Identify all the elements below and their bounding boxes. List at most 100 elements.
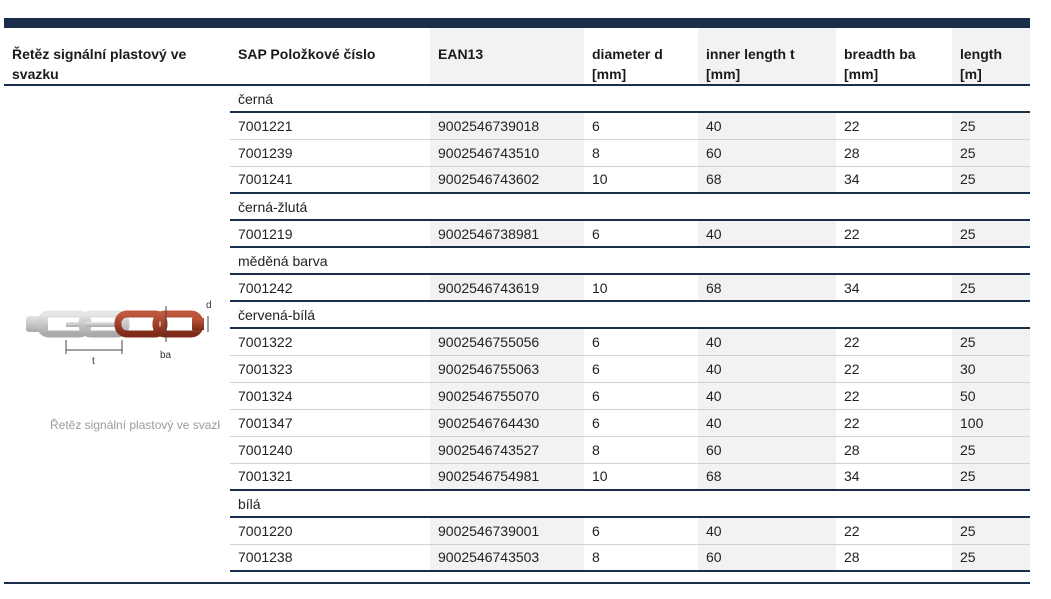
cell-inner-length: 60 bbox=[698, 139, 836, 167]
cell-sap: 7001221 bbox=[230, 112, 430, 140]
product-image-cell: t ba d Řetěz signální plastový ve svazku bbox=[4, 85, 230, 571]
table-header-row: Řetěz signální plastový ve svazku SAP Po… bbox=[4, 28, 1030, 85]
group-label: černá-žlutá bbox=[230, 193, 1030, 221]
cell-length: 25 bbox=[952, 517, 1030, 545]
cell-ean: 9002546739018 bbox=[430, 112, 584, 140]
cell-length: 100 bbox=[952, 409, 1030, 437]
cell-breadth: 22 bbox=[836, 409, 952, 437]
group-label: červená-bílá bbox=[230, 301, 1030, 329]
header-breadth: breadth ba [mm] bbox=[844, 46, 916, 82]
group-header-row: černá-žlutá bbox=[4, 193, 1030, 221]
product-table: Řetěz signální plastový ve svazku SAP Po… bbox=[4, 28, 1030, 572]
header-product: Řetěz signální plastový ve svazku bbox=[12, 46, 187, 82]
cell-inner-length: 40 bbox=[698, 112, 836, 140]
cell-breadth: 22 bbox=[836, 517, 952, 545]
bottom-rule bbox=[4, 582, 1030, 584]
cell-diameter: 8 bbox=[584, 544, 698, 572]
top-accent-bar bbox=[4, 18, 1030, 28]
cell-ean: 9002546754981 bbox=[430, 463, 584, 491]
table-row: 7001220 9002546739001 6 40 22 25 bbox=[4, 517, 1030, 545]
cell-diameter: 6 bbox=[584, 409, 698, 437]
cell-sap: 7001323 bbox=[230, 355, 430, 383]
cell-inner-length: 60 bbox=[698, 544, 836, 572]
cell-diameter: 6 bbox=[584, 112, 698, 140]
header-ean: EAN13 bbox=[430, 28, 584, 85]
cell-breadth: 28 bbox=[836, 139, 952, 167]
table-row: 7001221 9002546739018 6 40 22 25 bbox=[4, 112, 1030, 140]
cell-sap: 7001240 bbox=[230, 436, 430, 464]
cell-inner-length: 40 bbox=[698, 220, 836, 248]
cell-diameter: 10 bbox=[584, 463, 698, 491]
cell-length: 25 bbox=[952, 328, 1030, 356]
cell-diameter: 10 bbox=[584, 166, 698, 194]
dimension-t-label: t bbox=[92, 356, 95, 367]
cell-length: 25 bbox=[952, 544, 1030, 572]
cell-breadth: 34 bbox=[836, 463, 952, 491]
cell-breadth: 28 bbox=[836, 544, 952, 572]
cell-ean: 9002546764430 bbox=[430, 409, 584, 437]
table-row: 7001240 9002546743527 8 60 28 25 bbox=[4, 436, 1030, 464]
cell-length: 25 bbox=[952, 220, 1030, 248]
cell-breadth: 34 bbox=[836, 166, 952, 194]
cell-ean: 9002546743602 bbox=[430, 166, 584, 194]
cell-ean: 9002546755063 bbox=[430, 355, 584, 383]
table-row: 7001322 9002546755056 6 40 22 25 bbox=[4, 328, 1030, 356]
table-row: 7001323 9002546755063 6 40 22 30 bbox=[4, 355, 1030, 383]
cell-breadth: 34 bbox=[836, 274, 952, 302]
table-body: t ba d Řetěz signální plastový ve svazku čer… bbox=[4, 85, 1030, 572]
dimension-d-label: d bbox=[206, 300, 212, 311]
cell-sap: 7001242 bbox=[230, 274, 430, 302]
cell-breadth: 22 bbox=[836, 355, 952, 383]
cell-diameter: 6 bbox=[584, 517, 698, 545]
cell-sap: 7001239 bbox=[230, 139, 430, 167]
cell-sap: 7001238 bbox=[230, 544, 430, 572]
cell-ean: 9002546755070 bbox=[430, 382, 584, 410]
header-length: length [m] bbox=[952, 28, 1030, 85]
cell-inner-length: 40 bbox=[698, 328, 836, 356]
table-row: 7001321 9002546754981 10 68 34 25 bbox=[4, 463, 1030, 491]
cell-length: 25 bbox=[952, 274, 1030, 302]
cell-inner-length: 40 bbox=[698, 409, 836, 437]
product-image: t ba d Řetěz signální plastový ve svazku bbox=[12, 224, 228, 434]
cell-sap: 7001322 bbox=[230, 328, 430, 356]
cell-sap: 7001324 bbox=[230, 382, 430, 410]
cell-length: 50 bbox=[952, 382, 1030, 410]
cell-sap: 7001347 bbox=[230, 409, 430, 437]
group-label: měděná barva bbox=[230, 247, 1030, 275]
cell-diameter: 6 bbox=[584, 328, 698, 356]
chain-diagram-icon: t ba d bbox=[26, 300, 212, 367]
cell-ean: 9002546755056 bbox=[430, 328, 584, 356]
cell-ean: 9002546743503 bbox=[430, 544, 584, 572]
cell-inner-length: 40 bbox=[698, 517, 836, 545]
cell-ean: 9002546743619 bbox=[430, 274, 584, 302]
header-inner-length: inner length t [mm] bbox=[698, 28, 836, 85]
group-header-row: t ba d Řetěz signální plastový ve svazku čer… bbox=[4, 85, 1030, 432]
cell-breadth: 22 bbox=[836, 220, 952, 248]
cell-length: 25 bbox=[952, 139, 1030, 167]
group-header-row: měděná barva bbox=[4, 247, 1030, 275]
group-label: bílá bbox=[230, 490, 1030, 518]
group-header-row: bílá bbox=[4, 490, 1030, 518]
cell-ean: 9002546739001 bbox=[430, 517, 584, 545]
cell-length: 30 bbox=[952, 355, 1030, 383]
cell-breadth: 22 bbox=[836, 328, 952, 356]
table-row: 7001238 9002546743503 8 60 28 25 bbox=[4, 544, 1030, 572]
cell-inner-length: 60 bbox=[698, 436, 836, 464]
group-header-row: červená-bílá bbox=[4, 301, 1030, 329]
cell-breadth: 28 bbox=[836, 436, 952, 464]
cell-ean: 9002546738981 bbox=[430, 220, 584, 248]
cell-breadth: 22 bbox=[836, 112, 952, 140]
cell-ean: 9002546743527 bbox=[430, 436, 584, 464]
cell-length: 25 bbox=[952, 112, 1030, 140]
header-diameter: diameter d [mm] bbox=[592, 46, 663, 82]
cell-diameter: 6 bbox=[584, 355, 698, 383]
cell-diameter: 8 bbox=[584, 139, 698, 167]
cell-sap: 7001321 bbox=[230, 463, 430, 491]
cell-inner-length: 40 bbox=[698, 382, 836, 410]
table-row: 7001241 9002546743602 10 68 34 25 bbox=[4, 166, 1030, 194]
cell-diameter: 8 bbox=[584, 436, 698, 464]
header-sap: SAP Položkové číslo bbox=[238, 46, 376, 62]
cell-diameter: 6 bbox=[584, 382, 698, 410]
cell-diameter: 6 bbox=[584, 220, 698, 248]
cell-inner-length: 68 bbox=[698, 274, 836, 302]
